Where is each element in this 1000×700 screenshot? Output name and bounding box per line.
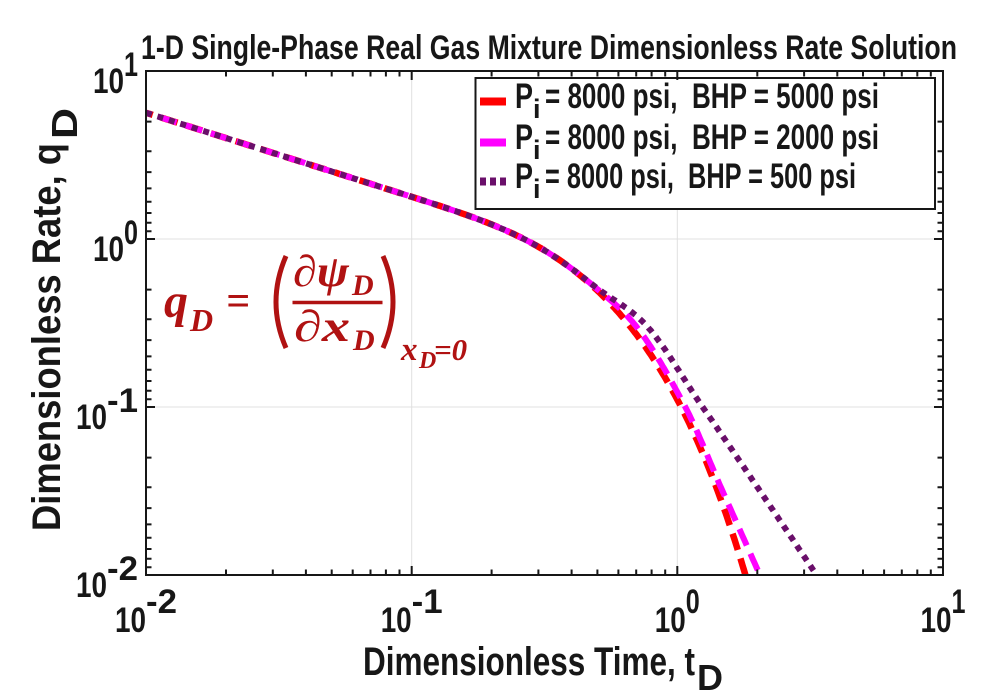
svg-text:Dimensionless Rate, q: Dimensionless Rate, q (25, 143, 69, 531)
svg-text:0: 0 (686, 583, 700, 621)
svg-text:10: 10 (93, 62, 124, 101)
svg-text:i: i (533, 94, 541, 124)
svg-text:-2: -2 (146, 583, 177, 621)
svg-text:0: 0 (124, 214, 138, 252)
svg-text:10: 10 (115, 601, 146, 640)
svg-text:= 8000 psi, BHP = 500 psi: = 8000 psi, BHP = 500 psi (545, 157, 856, 196)
svg-text:=: = (226, 279, 250, 325)
svg-text:10: 10 (921, 601, 952, 640)
svg-text:1-D Single-Phase Real Gas Mixt: 1-D Single-Phase Real Gas Mixture Dimens… (141, 29, 957, 67)
svg-text:∂ψ: ∂ψ (293, 247, 350, 296)
svg-text:1: 1 (952, 583, 966, 621)
svg-text:-1: -1 (412, 583, 443, 621)
svg-text:i: i (533, 174, 541, 204)
svg-text:= 8000 psi, BHP = 2000 psi: = 8000 psi, BHP = 2000 psi (545, 118, 879, 157)
svg-text:D: D (697, 657, 723, 698)
svg-text:10: 10 (76, 398, 107, 437)
svg-text:10: 10 (655, 601, 686, 640)
svg-text:1: 1 (124, 46, 138, 84)
svg-text:i: i (533, 135, 541, 165)
svg-text:P: P (515, 77, 533, 116)
svg-text:P: P (515, 157, 533, 196)
svg-text:D: D (351, 269, 374, 302)
svg-text:D: D (189, 302, 213, 338)
svg-text:10: 10 (76, 566, 107, 605)
svg-text:10: 10 (381, 601, 412, 640)
svg-text:10: 10 (93, 230, 124, 269)
svg-text:=0: =0 (434, 332, 467, 367)
svg-text:D: D (352, 324, 375, 357)
svg-text:D: D (418, 348, 436, 374)
svg-text:Dimensionless Time, t: Dimensionless Time, t (363, 640, 695, 684)
svg-text:D: D (44, 108, 85, 139)
svg-text:= 8000 psi, BHP = 5000 psi: = 8000 psi, BHP = 5000 psi (545, 77, 879, 116)
svg-text:x: x (400, 332, 418, 368)
svg-text:∂x: ∂x (294, 302, 350, 351)
svg-text:q: q (164, 275, 188, 328)
svg-text:-1: -1 (107, 382, 138, 420)
svg-text:-2: -2 (107, 550, 138, 588)
svg-text:P: P (515, 118, 533, 157)
